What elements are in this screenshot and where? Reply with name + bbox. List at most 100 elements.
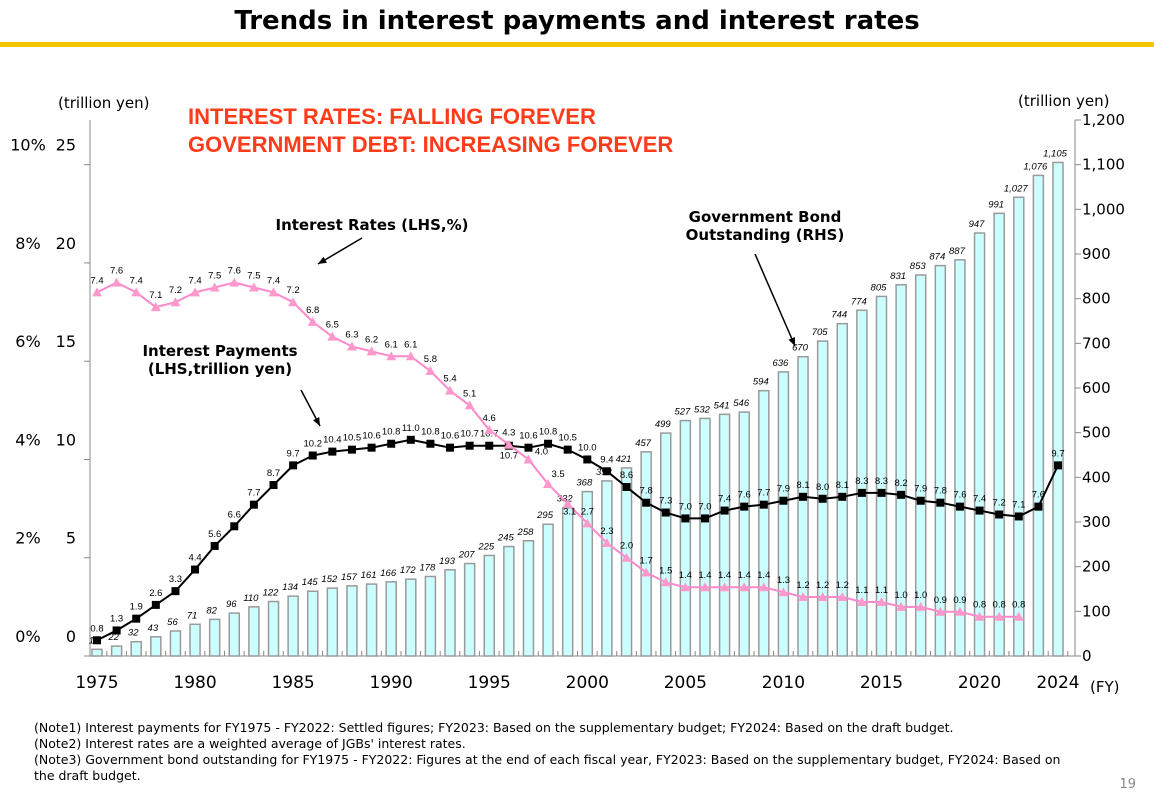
payments-data-label: 7.7 [757, 488, 770, 499]
payments-marker [818, 494, 827, 503]
rates-data-label: 2.0 [620, 541, 633, 552]
bond-bar-label: 421 [616, 454, 632, 465]
bond-bar-label: 193 [439, 556, 456, 567]
bond-bar [306, 590, 319, 657]
right-tick-label: 1,000 [1082, 200, 1125, 218]
payments-marker [779, 496, 788, 505]
bond-bar [934, 264, 947, 657]
rates-marker [484, 424, 495, 434]
payments-data-label: 7.2 [993, 497, 1006, 508]
rates-data-label: 1.0 [914, 590, 927, 601]
rates-data-label: 1.1 [875, 585, 888, 596]
bond-bar [503, 545, 515, 657]
rates-data-label: 2.7 [581, 506, 594, 517]
payments-label: Interest Payments (LHS,trillion yen) [142, 342, 298, 378]
left-tick-label: 10 [56, 430, 76, 449]
payments-data-label: 7.7 [247, 488, 260, 499]
payments-marker [799, 492, 808, 501]
rates-data-label: 0.8 [1012, 600, 1025, 611]
payments-marker [583, 455, 592, 464]
bond-bar [914, 274, 927, 657]
rates-data-label: 1.2 [816, 580, 829, 591]
left-axis-unit: (trillion yen) [58, 94, 150, 112]
rates-data-label: 4.3 [502, 428, 515, 439]
notes: (Note1) Interest payments for FY1975 - F… [34, 720, 1074, 784]
rates-marker [327, 331, 338, 341]
payments-data-label: 7.8 [640, 486, 653, 497]
rates-data-label: 7.2 [287, 285, 300, 296]
payments-data-label: 10.7 [460, 429, 479, 440]
payments-marker [897, 490, 906, 499]
bond-bar-label: 258 [517, 527, 535, 538]
payments-data-label: 3.3 [169, 574, 182, 585]
payments-data-label: 7.9 [914, 484, 927, 495]
bond-bar-label: 1,027 [1004, 183, 1028, 194]
bond-bar [1032, 174, 1045, 657]
left-tick-label: 20 [56, 234, 76, 253]
payments-data-label: 10.6 [441, 431, 460, 442]
payments-marker [720, 506, 729, 515]
bond-bar [169, 630, 182, 657]
payments-marker [210, 541, 219, 550]
bond-bar [424, 575, 437, 657]
bond-bar-label: 152 [321, 574, 338, 585]
payments-data-label: 10.2 [303, 439, 322, 450]
bond-bar [679, 419, 692, 657]
bond-bar-label: 541 [714, 400, 730, 411]
payments-data-label: 1.9 [130, 602, 143, 613]
payments-data-label: 7.6 [1032, 490, 1045, 501]
title-underline [0, 42, 1154, 47]
bond-bar-label: 705 [812, 327, 829, 338]
payments-data-label: 8.0 [816, 482, 829, 493]
x-tick-label: 1995 [468, 673, 511, 693]
rates-data-label: 0.9 [934, 595, 947, 606]
payments-data-label: 8.6 [620, 470, 633, 481]
rates-marker [248, 282, 259, 292]
payments-marker [249, 500, 258, 509]
rates-marker [601, 537, 612, 547]
left-pct-tick-label: 8% [15, 234, 40, 253]
bond-bar [248, 606, 260, 657]
rates-data-label: 7.5 [247, 271, 260, 282]
bond-bar-label: 805 [871, 282, 888, 293]
bond-bar-label: 332 [557, 494, 574, 505]
note-1: (Note1) Interest payments for FY1975 - F… [34, 720, 954, 735]
bond-bar-label: 178 [419, 562, 436, 573]
rates-data-label: 7.6 [228, 266, 241, 277]
payments-marker [681, 514, 690, 523]
payments-marker [1034, 502, 1043, 511]
rates-data-label: 0.8 [993, 600, 1006, 611]
payments-marker [446, 443, 455, 452]
rates-data-label: 1.5 [659, 565, 672, 576]
rates-data-label: 7.5 [208, 271, 221, 282]
x-tick-label: 2015 [860, 673, 903, 693]
payments-data-label: 4.4 [188, 553, 201, 564]
payments-marker [269, 481, 278, 490]
right-tick-label: 800 [1082, 290, 1111, 308]
rates-marker [190, 287, 201, 297]
payments-data-label: 7.1 [1012, 499, 1025, 510]
bond-bar [758, 389, 770, 657]
bond-bar-label: 1,105 [1043, 148, 1067, 159]
bond-bar [581, 490, 594, 657]
payments-marker [700, 514, 709, 523]
payments-data-label: 10.5 [558, 433, 577, 444]
payments-data-label: 7.4 [718, 494, 731, 505]
bond-bar-label: 527 [674, 407, 691, 418]
rates-marker [758, 582, 769, 592]
bond-bar-label: 546 [733, 398, 750, 409]
left-pct-tick-label: 4% [15, 430, 40, 449]
left-pct-tick-label: 2% [15, 529, 40, 548]
payments-marker [544, 439, 553, 448]
payments-data-label: 10.6 [362, 431, 381, 442]
bond-bar [326, 587, 339, 657]
x-tick-label: 1975 [75, 673, 118, 693]
payments-marker [328, 447, 337, 456]
payments-marker [132, 614, 141, 623]
right-tick-label: 100 [1082, 602, 1111, 620]
payments-marker [93, 636, 101, 645]
payments-data-label: 7.9 [777, 484, 790, 495]
bond-bar-label: 96 [226, 599, 237, 610]
rates-data-label: 3.1 [563, 507, 576, 518]
payments-data-label: 9.7 [1051, 448, 1064, 459]
